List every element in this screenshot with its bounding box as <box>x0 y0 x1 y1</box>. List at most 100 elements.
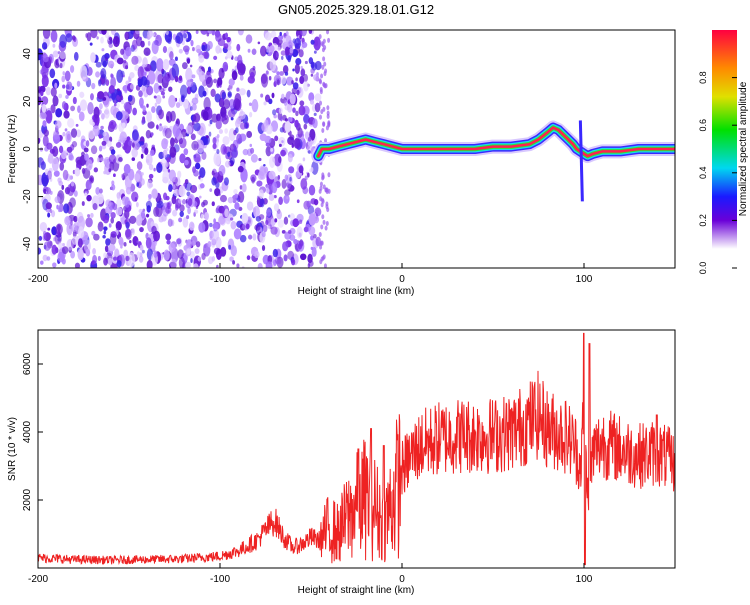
noise-blob <box>52 134 61 144</box>
noise-blob <box>58 207 62 213</box>
noise-blob <box>209 119 213 125</box>
noise-blob <box>314 93 322 102</box>
noise-blob <box>188 221 195 231</box>
noise-blob <box>103 226 108 231</box>
noise-blob <box>251 99 259 113</box>
chart-title: GN05.2025.329.18.01.G12 <box>278 2 434 17</box>
noise-blob <box>265 219 269 226</box>
noise-blob <box>272 109 277 116</box>
noise-blob <box>294 63 300 75</box>
noise-blob <box>132 107 138 116</box>
noise-blob <box>131 228 135 235</box>
noise-blob <box>295 57 302 66</box>
noise-blob <box>321 47 325 53</box>
noise-blob <box>184 159 189 166</box>
noise-blob <box>228 84 233 91</box>
noise-blob <box>217 77 223 87</box>
noise-blob <box>71 35 76 41</box>
noise-blob <box>216 149 220 155</box>
noise-blob <box>223 43 229 50</box>
noise-blob <box>136 251 141 259</box>
noise-blob <box>190 39 194 47</box>
snr-frame <box>37 329 676 569</box>
noise-blob <box>218 129 224 134</box>
noise-blob <box>90 30 98 39</box>
noise-blob <box>51 226 57 236</box>
noise-blob <box>101 140 107 146</box>
noise-blob <box>90 93 94 101</box>
noise-blob <box>307 150 311 154</box>
noise-blob <box>246 89 251 98</box>
noise-blob <box>81 201 85 206</box>
noise-blob <box>201 201 206 208</box>
noise-blob <box>308 226 316 236</box>
noise-blob <box>148 173 154 179</box>
noise-blob <box>116 260 122 268</box>
noise-blob <box>143 47 151 56</box>
noise-blob <box>272 248 278 258</box>
noise-blob <box>71 235 79 246</box>
noise-blob <box>102 131 107 137</box>
noise-blob <box>281 93 285 99</box>
noise-blob <box>258 189 264 199</box>
noise-blob <box>41 104 47 114</box>
noise-blob <box>66 222 73 236</box>
noise-blob <box>88 184 92 189</box>
noise-blob <box>293 239 298 245</box>
noise-blob <box>207 41 213 50</box>
noise-blob <box>281 229 286 234</box>
noise-blob <box>162 149 168 158</box>
noise-blob <box>273 203 280 212</box>
noise-blob <box>200 213 205 219</box>
noise-blob <box>63 150 69 156</box>
noise-blob <box>141 118 145 126</box>
noise-blob <box>324 225 328 231</box>
noise-blob <box>217 38 226 47</box>
noise-blob <box>131 157 136 162</box>
noise-blob <box>299 75 305 85</box>
noise-blob <box>209 188 213 193</box>
noise-blob <box>186 215 190 220</box>
noise-blob <box>257 41 261 45</box>
noise-blob <box>319 100 323 106</box>
x-tick-label: 0 <box>399 274 405 285</box>
noise-blob <box>158 124 163 132</box>
noise-blob <box>162 170 170 184</box>
noise-blob <box>101 113 105 120</box>
noise-blob <box>299 34 302 40</box>
noise-blob <box>69 197 76 208</box>
noise-blob <box>116 69 124 83</box>
noise-blob <box>140 210 146 219</box>
noise-blob <box>171 195 177 205</box>
noise-blob <box>183 129 186 133</box>
noise-blob <box>59 34 67 48</box>
noise-blob <box>319 244 323 250</box>
noise-blob <box>236 87 240 92</box>
noise-blob <box>287 153 293 163</box>
noise-blob <box>211 170 215 176</box>
noise-blob <box>268 76 272 81</box>
noise-blob <box>140 153 144 159</box>
noise-blob <box>312 118 318 129</box>
noise-blob <box>49 190 53 195</box>
noise-blob <box>268 98 273 105</box>
noise-blob <box>41 172 49 187</box>
noise-blob <box>218 164 226 176</box>
noise-blob <box>300 65 303 70</box>
noise-blob <box>175 204 179 211</box>
noise-blob <box>182 45 190 53</box>
noise-blob <box>148 193 152 200</box>
noise-blob <box>108 37 113 41</box>
noise-blob <box>111 184 116 191</box>
noise-blob <box>326 105 330 111</box>
noise-blob <box>252 233 257 241</box>
noise-blob <box>303 226 309 233</box>
noise-blob <box>187 198 193 207</box>
noise-blob <box>259 133 267 142</box>
noise-blob <box>234 202 240 210</box>
noise-blob <box>77 238 83 248</box>
noise-blob <box>295 110 299 117</box>
noise-blob <box>122 60 129 69</box>
noise-blob <box>166 116 170 122</box>
noise-blob <box>124 31 130 41</box>
